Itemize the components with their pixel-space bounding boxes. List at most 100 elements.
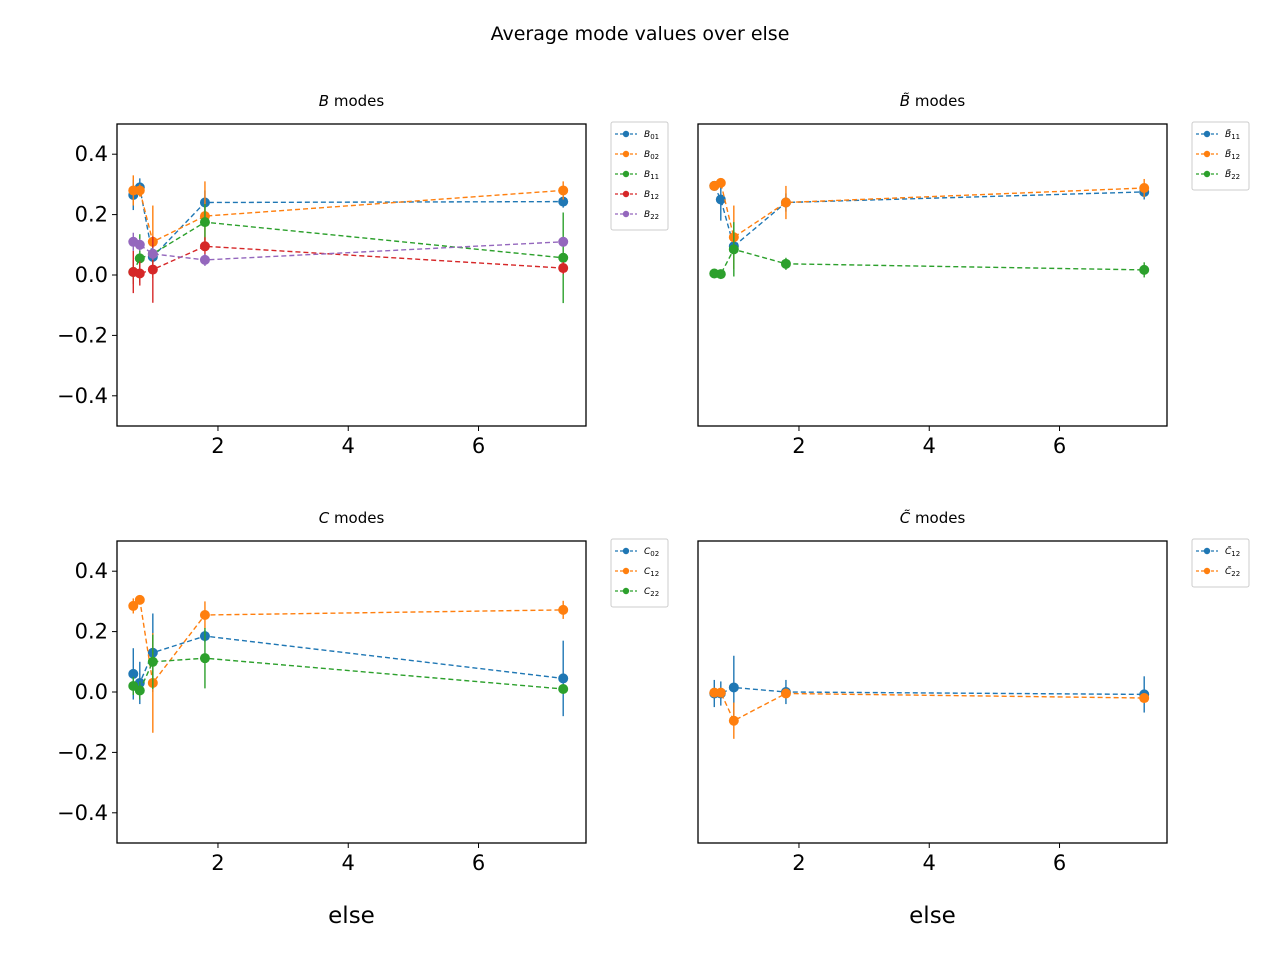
series-c22-tilde <box>709 687 1150 739</box>
y-tick-label: −0.2 <box>57 740 108 764</box>
data-point <box>715 194 726 205</box>
legend-label-base: C̃ <box>1225 565 1232 577</box>
x-tick-label: 6 <box>1053 851 1066 875</box>
data-point <box>1139 693 1150 704</box>
data-point <box>558 604 569 615</box>
legend-label-sub: 22 <box>650 590 659 598</box>
figure-title: Average mode values over else <box>491 23 790 45</box>
data-point <box>199 609 210 620</box>
legend-label: B02 <box>644 150 659 161</box>
legend-label-sub: 11 <box>1231 133 1240 141</box>
plot-frame <box>116 123 587 427</box>
subplot-title-symbol: C <box>319 509 330 527</box>
series-line <box>714 248 1145 275</box>
series-c12 <box>128 594 569 733</box>
legend-label: B01 <box>644 130 659 141</box>
data-point <box>134 185 145 196</box>
subplot-title-rest: modes <box>910 92 965 110</box>
legend-label-sub: 12 <box>650 193 659 201</box>
y-tick-label: 0.0 <box>75 263 108 287</box>
legend-label: C02 <box>644 547 659 558</box>
series-b22-tilde <box>709 222 1150 280</box>
plot-frame <box>697 123 1168 427</box>
legend-marker <box>1203 170 1211 178</box>
legend-label-sub: 22 <box>1231 173 1240 181</box>
data-point <box>134 594 145 605</box>
series-line <box>714 181 1145 239</box>
legend-label-sub: 12 <box>1231 153 1240 161</box>
legend-label: B̃11 <box>1225 128 1240 141</box>
series-b12-tilde <box>709 177 1150 269</box>
legend-label-base: B̃ <box>1225 148 1231 160</box>
y-tick-label: −0.4 <box>57 384 108 408</box>
legend-label-base: B̃ <box>1225 168 1231 180</box>
legend-label-base: C <box>644 567 651 577</box>
legend-label: B̃12 <box>1225 148 1240 161</box>
data-point <box>715 687 726 698</box>
legend-label-base: B <box>644 170 650 180</box>
subplot-title-symbol: B <box>319 92 329 110</box>
legend-label-base: C <box>644 547 651 557</box>
data-point <box>199 217 210 228</box>
data-point <box>558 252 569 263</box>
x-tick-label: 4 <box>342 851 355 875</box>
legend-label: B11 <box>644 170 659 181</box>
legend-marker <box>1203 130 1211 138</box>
y-tick-label: 0.0 <box>75 680 108 704</box>
x-tick-label: 2 <box>211 851 224 875</box>
legend-marker <box>622 190 630 198</box>
y-tick-label: 0.4 <box>75 142 108 166</box>
x-tick-label: 4 <box>342 434 355 458</box>
y-tick-label: 0.2 <box>75 203 108 227</box>
data-point <box>780 688 791 699</box>
data-point <box>134 253 145 264</box>
subplot-title-symbol: C̃ <box>900 508 911 527</box>
y-tick-label: 0.2 <box>75 620 108 644</box>
legend-label: C̃12 <box>1225 545 1240 558</box>
legend-label: C12 <box>644 567 659 578</box>
legend-label-sub: 22 <box>1231 570 1240 578</box>
series-b11-tilde <box>709 178 1150 253</box>
x-axis-label: else <box>328 903 375 929</box>
data-point <box>199 653 210 664</box>
legend-label-sub: 02 <box>650 153 659 161</box>
legend-box <box>1191 121 1250 191</box>
data-point <box>199 254 210 265</box>
legend-label: B12 <box>644 190 659 201</box>
legend-box <box>1191 538 1250 588</box>
x-tick-label: 4 <box>923 851 936 875</box>
legend-box <box>610 538 669 608</box>
x-tick-label: 4 <box>923 434 936 458</box>
data-point <box>147 248 158 259</box>
legend-label-base: B <box>644 130 650 140</box>
data-point <box>147 656 158 667</box>
legend-label: C̃22 <box>1225 565 1240 578</box>
subplot-title: C modes <box>319 509 385 527</box>
data-point <box>558 673 569 684</box>
series-c22 <box>128 627 569 700</box>
y-tick-label: −0.4 <box>57 801 108 825</box>
data-point <box>558 236 569 247</box>
x-tick-label: 6 <box>1053 434 1066 458</box>
data-point <box>147 264 158 275</box>
legend-marker <box>622 130 630 138</box>
plot-frame <box>116 540 587 844</box>
series-line <box>132 657 564 692</box>
legend-label: B̃22 <box>1225 168 1240 181</box>
series-b11 <box>128 204 569 304</box>
legend-label-base: B <box>644 210 650 220</box>
data-point <box>558 263 569 274</box>
legend: B̃11B̃12B̃22 <box>1191 121 1250 191</box>
series-line <box>713 185 1145 248</box>
legend-label-base: B <box>644 150 650 160</box>
series-line <box>132 185 564 259</box>
legend-marker <box>622 587 630 595</box>
